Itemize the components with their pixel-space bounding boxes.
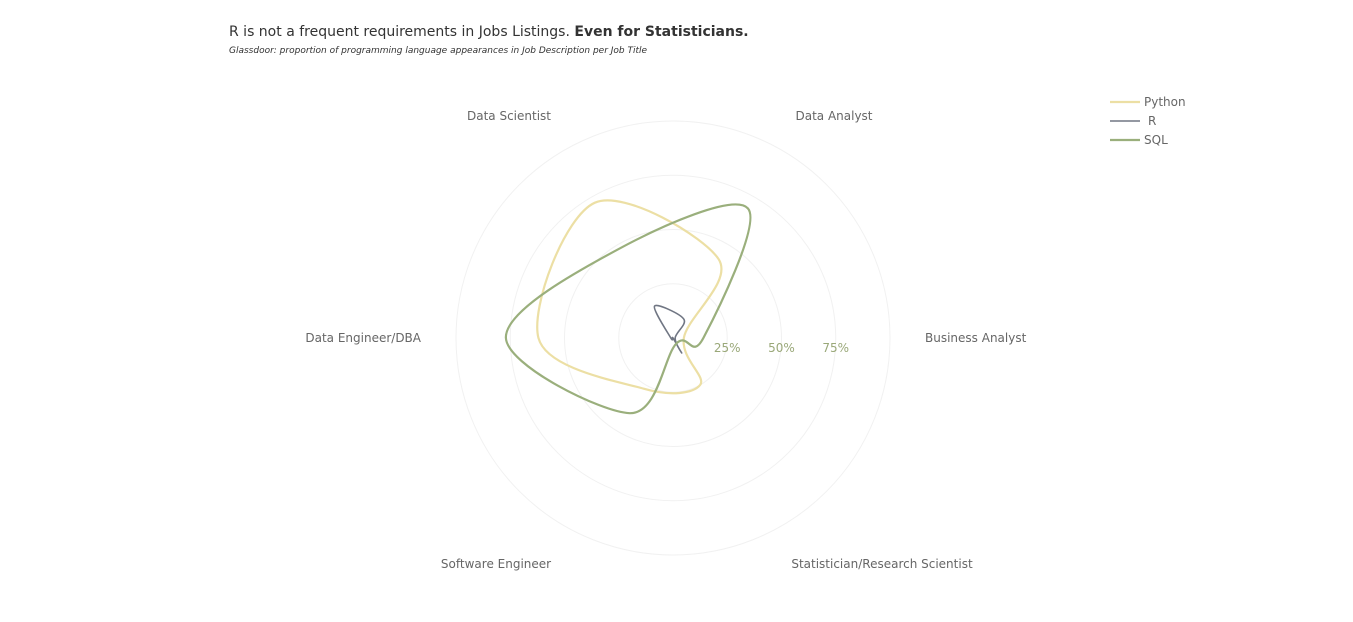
grid-circle-100 (455, 120, 891, 556)
chart-title-bold: Even for Statisticians. (574, 24, 749, 40)
legend-item-r[interactable]: R (1110, 114, 1156, 128)
category-label-data-analyst: Data Analyst (795, 109, 872, 123)
category-label-data-engineer-dba: Data Engineer/DBA (305, 331, 421, 345)
category-label-data-scientist: Data Scientist (467, 109, 551, 123)
legend-item-sql[interactable]: SQL (1110, 133, 1168, 147)
radial-tick-label-25: 25% (714, 341, 741, 355)
legend-label-r: R (1148, 114, 1156, 128)
radial-tick-label-75: 75% (822, 341, 849, 355)
category-label-software-engineer: Software Engineer (441, 557, 551, 571)
label-layer: 25% 50% 75% Business Analyst Data Analyst Dat… (305, 109, 1026, 571)
series-python-line (536, 199, 723, 395)
series-sql-line (504, 203, 752, 415)
series-layer (504, 199, 752, 415)
grid-circle-50 (564, 229, 782, 447)
legend-item-python[interactable]: Python (1110, 95, 1186, 109)
legend-label-python: Python (1144, 95, 1186, 109)
grid-circle-75 (509, 174, 837, 502)
legend[interactable]: Python R SQL (1110, 95, 1186, 147)
series-r-line (653, 304, 686, 354)
chart-title: R is not a frequent requirements in Jobs… (229, 24, 749, 40)
chart-subtitle: Glassdoor: proportion of programming lan… (229, 46, 648, 56)
chart-title-main: R is not a frequent requirements in Jobs… (229, 24, 570, 40)
category-label-statistician-research-scientist: Statistician/Research Scientist (791, 557, 973, 571)
legend-label-sql: SQL (1144, 133, 1168, 147)
grid-layer (455, 120, 891, 556)
radial-tick-label-50: 50% (768, 341, 795, 355)
category-label-business-analyst: Business Analyst (925, 331, 1027, 345)
